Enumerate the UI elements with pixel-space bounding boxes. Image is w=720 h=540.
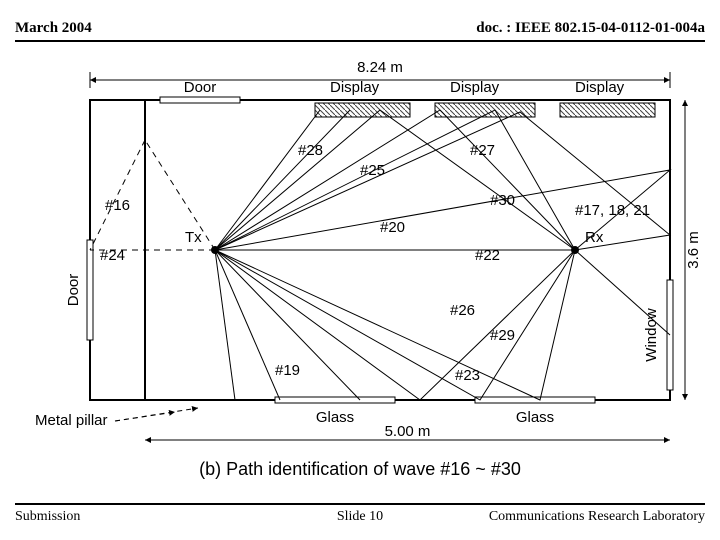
svg-text:Glass: Glass bbox=[316, 409, 354, 426]
footer-org: Communications Research Laboratory bbox=[489, 509, 705, 525]
svg-text:Rx: Rx bbox=[585, 229, 604, 246]
svg-text:#25: #25 bbox=[360, 162, 385, 179]
figure: 8.24 m 3.6 m Door Door Display Display Display… bbox=[20, 50, 700, 490]
svg-text:#23: #23 bbox=[455, 367, 480, 384]
svg-text:Door: Door bbox=[184, 79, 217, 96]
svg-text:#30: #30 bbox=[490, 192, 515, 209]
svg-text:Window: Window bbox=[643, 308, 660, 362]
svg-text:Door: Door bbox=[65, 274, 82, 307]
svg-text:#17, 18, 21: #17, 18, 21 bbox=[575, 202, 650, 219]
svg-text:#27: #27 bbox=[470, 142, 495, 159]
svg-text:#29: #29 bbox=[490, 327, 515, 344]
svg-text:#19: #19 bbox=[275, 362, 300, 379]
header-rule bbox=[15, 40, 705, 42]
header-date: March 2004 bbox=[15, 20, 92, 37]
svg-text:(b) Path identification of wav: (b) Path identification of wave #16 ~ #3… bbox=[199, 459, 521, 479]
svg-text:8.24 m: 8.24 m bbox=[357, 59, 403, 76]
svg-text:Display: Display bbox=[575, 79, 625, 96]
svg-text:Display: Display bbox=[330, 79, 380, 96]
header-docnum: doc. : IEEE 802.15-04-0112-01-004a bbox=[476, 20, 705, 37]
svg-text:#24: #24 bbox=[100, 247, 125, 264]
footer-rule bbox=[15, 503, 705, 505]
svg-text:#22: #22 bbox=[475, 247, 500, 264]
svg-text:Metal pillar: Metal pillar bbox=[35, 412, 108, 429]
diagram-svg: 8.24 m 3.6 m Door Door Display Display Display… bbox=[20, 50, 700, 490]
svg-text:#28: #28 bbox=[298, 142, 323, 159]
svg-text:Display: Display bbox=[450, 79, 500, 96]
svg-text:#20: #20 bbox=[380, 219, 405, 236]
svg-text:5.00 m: 5.00 m bbox=[385, 423, 431, 440]
svg-text:#16: #16 bbox=[105, 197, 130, 214]
svg-text:Glass: Glass bbox=[516, 409, 554, 426]
svg-text:#26: #26 bbox=[450, 302, 475, 319]
svg-text:Tx: Tx bbox=[185, 229, 202, 246]
svg-text:3.6 m: 3.6 m bbox=[685, 231, 700, 269]
